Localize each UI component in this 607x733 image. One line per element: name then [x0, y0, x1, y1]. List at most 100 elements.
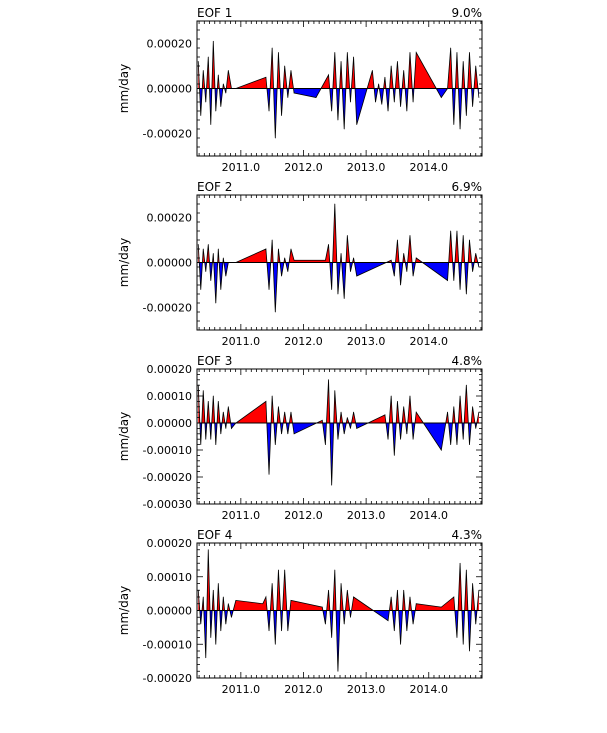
data-point — [215, 110, 217, 112]
data-point — [453, 280, 455, 281]
data-point — [343, 128, 345, 130]
data-point — [397, 589, 398, 591]
data-point — [202, 596, 204, 598]
data-point — [215, 444, 217, 445]
data-point — [393, 455, 395, 456]
y-tick-label: 0.00020 — [147, 363, 193, 376]
data-point — [337, 670, 339, 672]
data-point — [222, 411, 224, 413]
data-point — [462, 643, 464, 645]
data-point — [328, 589, 329, 591]
data-point — [456, 52, 458, 53]
data-point — [212, 395, 214, 397]
data-point — [334, 203, 336, 205]
data-point — [220, 106, 222, 107]
data-point — [403, 253, 405, 254]
data-point — [202, 390, 204, 391]
data-point — [346, 589, 348, 591]
data-point — [462, 61, 464, 62]
data-point — [440, 606, 442, 608]
data-point — [397, 61, 398, 62]
data-point — [210, 637, 212, 638]
data-point — [469, 239, 470, 241]
data-point — [453, 406, 455, 408]
y-tick-label: -0.00020 — [143, 302, 192, 315]
data-point — [447, 280, 448, 281]
data-point — [469, 444, 470, 445]
data-point — [406, 271, 408, 272]
y-axis-label: mm/day — [117, 586, 131, 636]
x-tick-label: 2012.0 — [284, 161, 323, 174]
series-line — [197, 549, 480, 672]
data-point — [284, 569, 286, 571]
data-point — [331, 110, 333, 112]
x-tick-label: 2014.0 — [410, 335, 449, 348]
data-point — [207, 244, 209, 245]
data-point — [450, 47, 452, 49]
data-point — [293, 433, 295, 435]
x-tick-label: 2012.0 — [284, 509, 323, 522]
data-point — [328, 74, 329, 76]
data-point — [400, 284, 401, 286]
data-point — [409, 235, 411, 236]
data-point — [278, 52, 279, 53]
data-point — [220, 433, 222, 435]
data-point — [459, 289, 461, 290]
y-tick-label: 0.00020 — [147, 38, 193, 51]
x-tick-label: 2011.0 — [222, 683, 261, 696]
data-point — [197, 244, 199, 245]
panel-title: EOF 1 — [197, 6, 232, 20]
data-point — [220, 289, 222, 290]
data-point — [412, 275, 414, 277]
data-point — [227, 70, 229, 71]
data-point — [271, 583, 273, 584]
data-point — [321, 606, 323, 608]
data-point — [225, 428, 227, 429]
data-point — [450, 444, 452, 445]
data-point — [265, 248, 267, 250]
data-point — [225, 275, 227, 277]
data-point — [287, 433, 289, 435]
data-point — [337, 293, 339, 295]
data-point — [268, 473, 270, 475]
x-tick-label: 2013.0 — [347, 335, 386, 348]
data-point — [384, 76, 386, 78]
data-point — [403, 589, 405, 591]
y-tick-label: 0.00020 — [147, 537, 193, 550]
data-point — [406, 110, 408, 112]
data-point — [268, 630, 270, 632]
data-point — [384, 414, 386, 416]
data-point — [235, 599, 237, 601]
data-point — [453, 596, 455, 598]
data-point — [400, 106, 401, 107]
y-tick-label: -0.00010 — [143, 444, 192, 457]
data-point — [271, 395, 273, 397]
data-point — [290, 248, 292, 250]
data-point — [440, 97, 442, 98]
data-point — [340, 411, 342, 413]
data-point — [346, 52, 348, 53]
data-point — [217, 248, 219, 250]
data-point — [350, 428, 351, 429]
data-point — [475, 428, 477, 429]
data-point — [205, 101, 207, 103]
data-point — [227, 603, 229, 605]
data-point — [409, 52, 411, 53]
data-point — [212, 589, 214, 591]
data-point — [231, 428, 232, 429]
data-point — [210, 280, 212, 281]
variance-label: 4.3% — [452, 528, 483, 542]
data-point — [325, 623, 326, 625]
data-point — [265, 76, 267, 78]
data-point — [217, 74, 219, 76]
data-point — [397, 239, 398, 241]
x-tick-label: 2013.0 — [347, 509, 386, 522]
data-point — [387, 438, 389, 440]
negative-area — [198, 610, 479, 672]
x-tick-label: 2013.0 — [347, 683, 386, 696]
data-point — [356, 428, 358, 429]
data-point — [215, 643, 217, 645]
plot-frame — [196, 368, 483, 505]
data-point — [284, 65, 286, 67]
data-point — [334, 569, 336, 571]
